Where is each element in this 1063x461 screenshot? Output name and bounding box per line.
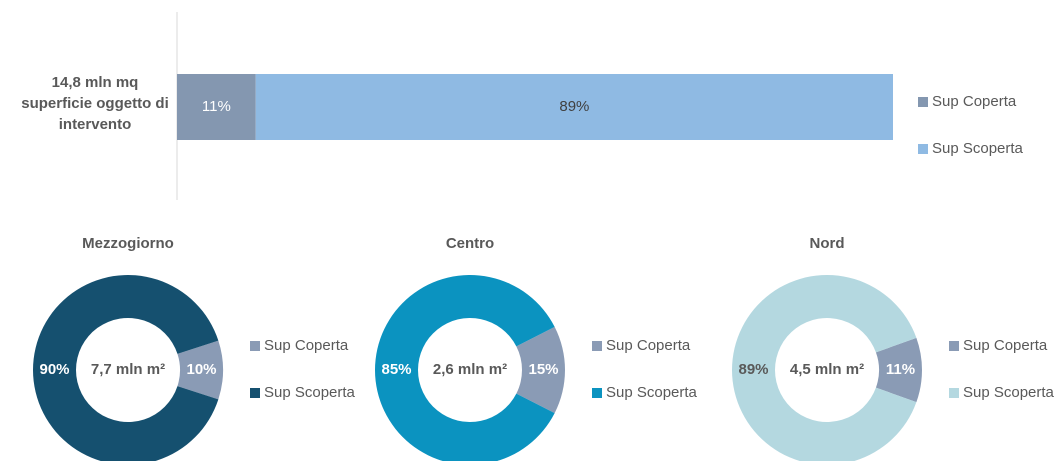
- legend-swatch: [592, 388, 602, 398]
- legend-swatch: [949, 341, 959, 351]
- bar-segment: [177, 74, 256, 140]
- donut-slice: [875, 337, 922, 403]
- chart-title: Mezzogiorno: [82, 235, 174, 252]
- center-label: 7,7 mln m²: [91, 361, 165, 378]
- legend-label: Sup Coperta: [963, 337, 1048, 354]
- legend-label: Sup Scoperta: [963, 384, 1055, 401]
- data-label: 11%: [202, 98, 231, 115]
- legend-label: Sup Scoperta: [932, 140, 1024, 157]
- donut-slice: [732, 275, 917, 461]
- data-label: 89%: [559, 98, 589, 115]
- donut-slice: [33, 275, 219, 461]
- legend-swatch: [250, 341, 260, 351]
- legend-label: Sup Coperta: [606, 337, 691, 354]
- data-label: 89%: [738, 361, 768, 378]
- bar-segment: [255, 74, 893, 140]
- donut-slice: [177, 340, 223, 400]
- donut-slice: [375, 275, 555, 461]
- data-label: 11%: [886, 361, 915, 378]
- donut-slice: [516, 326, 565, 414]
- category-label: 14,8 mln mq superficie oggetto di interv…: [21, 74, 169, 133]
- chart-title: Nord: [810, 235, 845, 252]
- data-label: 85%: [381, 361, 411, 378]
- data-label: 90%: [39, 361, 69, 378]
- legend-swatch: [918, 97, 928, 107]
- legend-label: Sup Scoperta: [606, 384, 698, 401]
- legend-swatch: [949, 388, 959, 398]
- legend-label: Sup Scoperta: [264, 384, 356, 401]
- legend-swatch: [250, 388, 260, 398]
- legend-swatch: [918, 144, 928, 154]
- center-label: 4,5 mln m²: [790, 361, 864, 378]
- center-label: 2,6 mln m²: [433, 361, 507, 378]
- legend-label: Sup Coperta: [264, 337, 349, 354]
- data-label: 15%: [528, 361, 558, 378]
- legend-swatch: [592, 341, 602, 351]
- chart-title: Centro: [446, 235, 494, 252]
- legend-label: Sup Coperta: [932, 93, 1017, 110]
- data-label: 10%: [186, 361, 216, 378]
